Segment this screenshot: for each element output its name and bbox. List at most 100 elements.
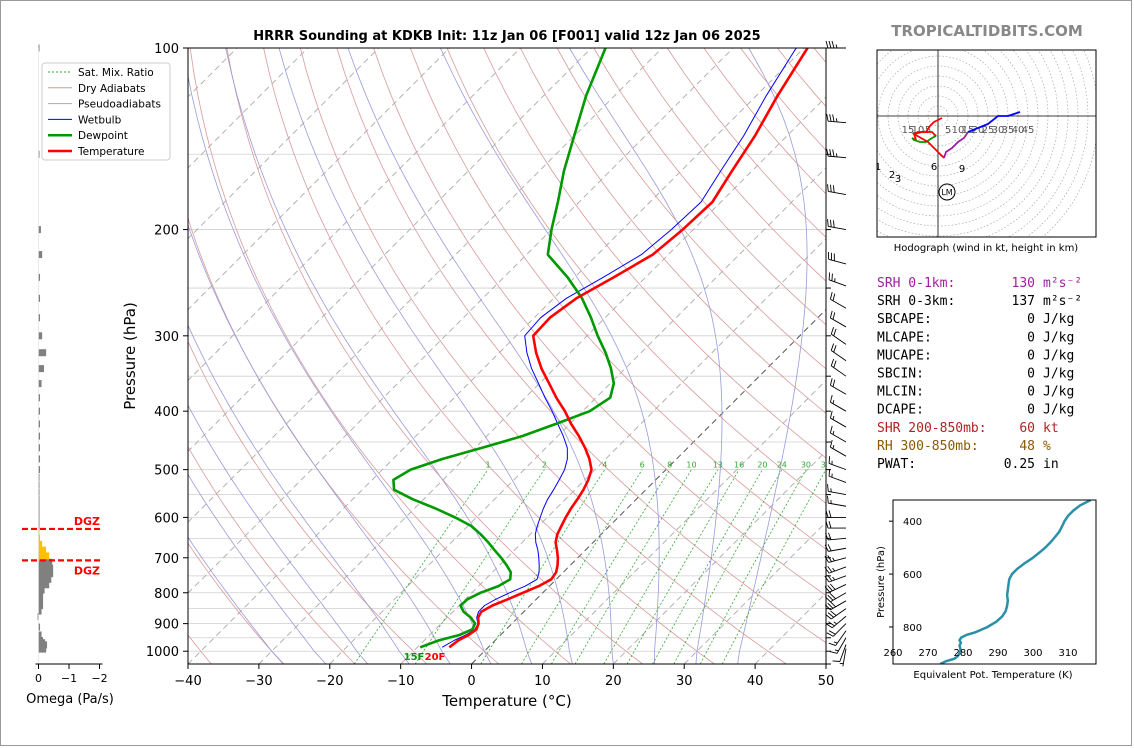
omega-bar [38,637,44,645]
index-label: DCAPE: [877,403,924,418]
barb-flag [824,575,830,583]
isotherm-line [329,167,826,664]
wind-barb [825,40,846,49]
wind-barb [825,510,846,518]
wetbulb-line [441,48,797,648]
omega-bar [38,516,40,524]
wind-barb [827,484,847,496]
temperature-line [448,48,809,649]
barb-half-flag [832,567,836,572]
omega-bar [38,570,54,578]
isotherm-line [683,521,826,664]
mixing-ratio-line [626,469,740,664]
hodograph-ring-label: 30 [992,125,1005,136]
wind-barb [824,555,847,563]
index-value: 0 [1027,348,1035,363]
omega-bar [38,420,41,428]
hodograph-ring-label: 20 [972,125,985,136]
omega-bar [38,540,43,548]
omega-bar [38,522,40,530]
omega-bar [38,481,40,489]
wind-barb [825,532,847,541]
barb-flag [830,327,835,335]
hodograph-height-label: 6 [931,162,937,173]
pseudoadiabat-line [347,48,614,664]
omega-bar [38,473,40,481]
pseudoadiabat-line [225,48,533,664]
barb-flag [829,425,833,434]
index-value: 0 [1027,330,1035,345]
barb-flag [831,40,835,49]
omega-bar [38,546,47,554]
omega-bar [38,314,41,322]
rm-label: RM [855,162,868,171]
y-tick-label: 500 [154,464,179,479]
wind-barb [828,456,847,471]
wind-barb [824,574,847,583]
wind-barb [829,637,847,654]
mixing-ratio-label: 13 [713,461,723,470]
dry-adiabat-line [520,48,826,414]
wind-barb [827,495,847,507]
pseudoadiabat-line [737,48,808,664]
mixing-ratio-label: 8 [667,461,672,470]
wind-barb [829,440,847,457]
isotherm-line [188,48,734,594]
surface-dewpoint-label: 15F [404,652,425,663]
mixing-ratio-line [353,469,489,664]
index-label: SBCIN: [877,367,924,382]
surface-temperature-label: 20F [425,652,446,663]
omega-bar [38,332,43,340]
barb-flag [824,566,830,574]
y-tick-label: 300 [154,330,179,345]
theta-e-y-axis-label: Pressure (hPa) [876,546,887,618]
barb-flag [830,601,836,608]
wind-barb [828,630,847,646]
index-value: 0 [1027,403,1035,418]
dry-adiabat-line [189,48,571,664]
omega-bar [38,394,41,402]
barb-flag [827,602,834,609]
wind-barb [824,544,847,552]
legend-label: Temperature [77,146,145,158]
omega-bar [38,466,41,474]
x-tick-label: 50 [818,674,835,689]
y-tick-label: 400 [154,405,179,420]
wind-barb [829,310,847,328]
barb-flag [827,584,833,592]
omega-bar [38,575,52,583]
barb-half-flag [833,641,838,644]
dry-adiabat-line [299,48,787,664]
index-value: 0.25 [1004,457,1035,472]
legend-label: Sat. Mix. Ratio [78,67,154,79]
omega-x-tick-label: −2 [91,672,107,685]
dry-adiabat-line [409,48,826,550]
x-tick-label: −30 [245,674,272,689]
barb-flag [825,532,829,541]
barb-flag [827,555,832,562]
barb-flag [832,149,835,157]
barb-flag [829,378,833,386]
mixing-ratio-label: 20 [757,461,767,470]
omega-x-tick-label: 0 [35,672,42,685]
index-unit: in [1043,457,1059,472]
wind-barb [827,184,847,196]
brand-logo-text: TROPICALTIDBITS.COM [891,22,1083,40]
barb-shaft [832,623,847,637]
wind-barb [829,425,847,443]
mixing-ratio-line [480,469,606,664]
wind-barb [828,468,847,483]
omega-bar [38,586,45,594]
mixing-ratio-line [699,469,807,664]
skewt-background-lines [188,48,826,664]
mixing-ratio-line [721,469,826,664]
barb-half-flag [835,118,838,123]
dry-adiabat-line [188,216,500,664]
barb-flag [830,583,836,590]
theta-e-axes: 260 270 280 290 300 310 400 600 800 [883,517,1077,659]
barb-flag [828,520,832,529]
barb-flag [828,272,831,280]
wind-barb [825,608,847,620]
barb-flag [832,379,836,387]
index-label: PWAT: [877,457,916,472]
